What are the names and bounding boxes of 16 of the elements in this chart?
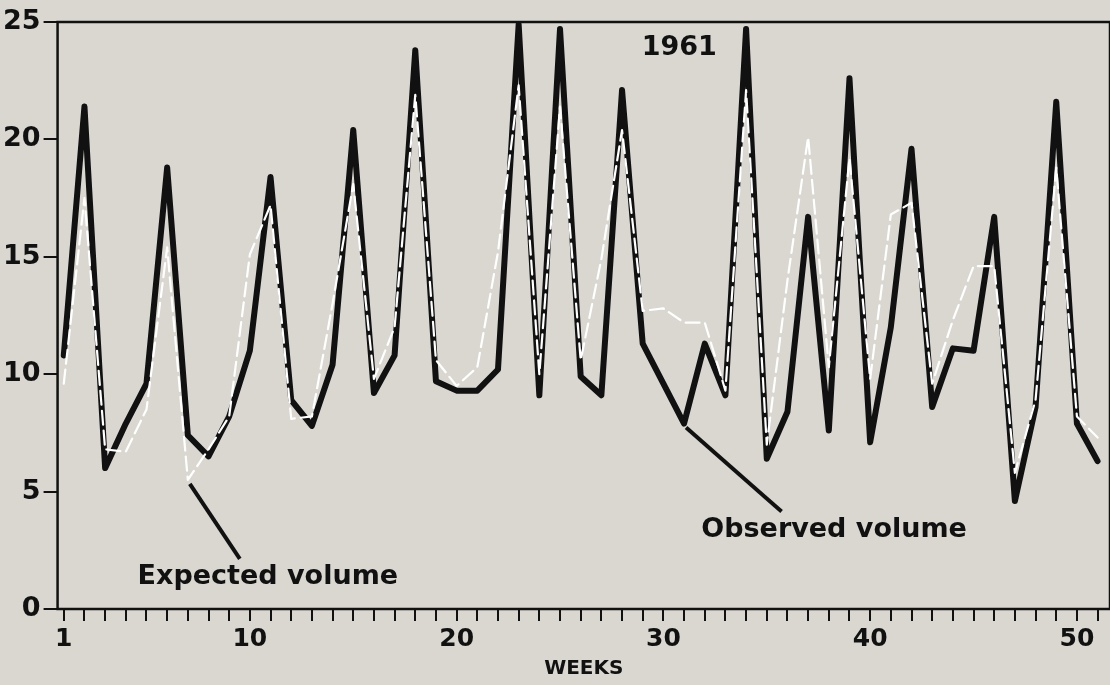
y-tick-label: 20 [3, 121, 41, 153]
y-tick-label: 5 [21, 473, 41, 505]
y-tick-label: 0 [21, 591, 41, 623]
x-tick-label: 30 [645, 622, 681, 652]
x-tick-label: 1 [55, 622, 73, 652]
y-tick-label: 15 [3, 238, 41, 270]
annotation: Observed volume [701, 511, 967, 543]
x-tick-label: 50 [1059, 622, 1095, 652]
annotation: Expected volume [137, 558, 399, 590]
x-axis-title: WEEKS [544, 655, 624, 680]
annotation: 1961 [641, 30, 717, 62]
y-tick-label: 25 [3, 4, 41, 36]
y-tick-label: 10 [3, 356, 41, 388]
x-tick-label: 20 [439, 622, 475, 652]
x-tick-label: 10 [232, 622, 268, 652]
x-tick-label: 40 [852, 622, 888, 652]
